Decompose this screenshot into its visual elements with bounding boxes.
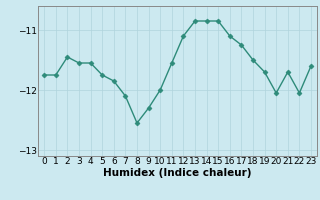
X-axis label: Humidex (Indice chaleur): Humidex (Indice chaleur) [103,168,252,178]
